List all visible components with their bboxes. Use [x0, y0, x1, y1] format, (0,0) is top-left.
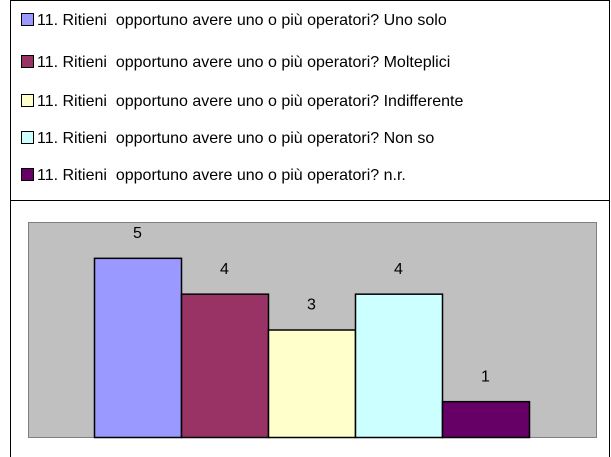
legend-swatch — [21, 13, 34, 26]
bar — [180, 293, 270, 439]
bar — [267, 329, 357, 439]
legend-label: 11. Ritieni opportuno avere uno o più op… — [37, 54, 450, 71]
legend-swatch — [21, 55, 34, 68]
legend-frame — [10, 0, 610, 201]
data-label: 3 — [307, 297, 316, 314]
legend-swatch — [21, 168, 34, 181]
bar — [441, 400, 531, 439]
data-label: 5 — [133, 225, 142, 242]
bar — [354, 293, 444, 439]
data-label: 1 — [481, 368, 490, 385]
legend-swatch — [21, 94, 34, 107]
bar — [93, 257, 183, 439]
legend-label: 11. Ritieni opportuno avere uno o più op… — [37, 130, 434, 147]
legend-swatch — [21, 131, 34, 144]
data-label: 4 — [394, 261, 403, 278]
legend-label: 11. Ritieni opportuno avere uno o più op… — [37, 12, 447, 29]
legend-label: 11. Ritieni opportuno avere uno o più op… — [37, 167, 406, 184]
data-label: 4 — [220, 261, 229, 278]
legend-label: 11. Ritieni opportuno avere uno o più op… — [37, 93, 463, 110]
